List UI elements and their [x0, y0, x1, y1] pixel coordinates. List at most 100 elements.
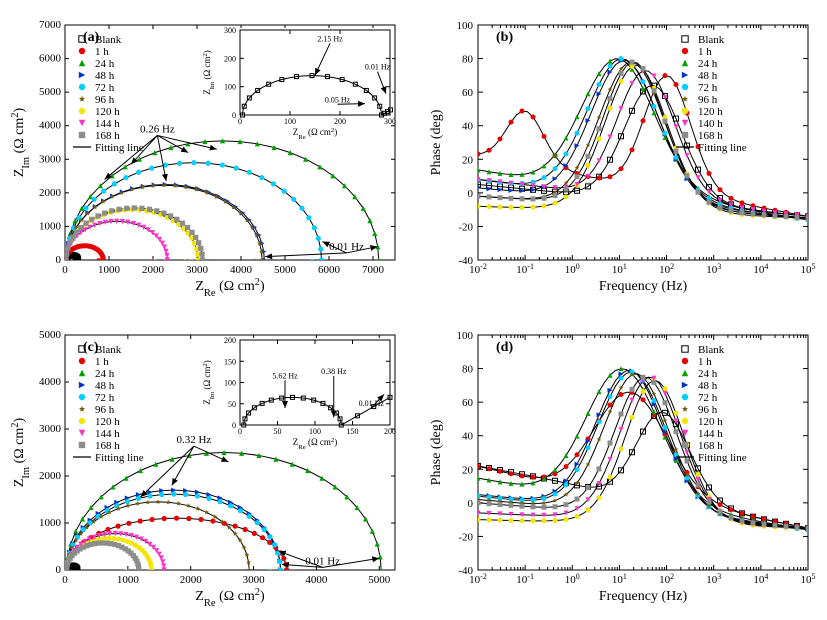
- legend-item: 96 h: [79, 94, 115, 106]
- legend-item: 168 h: [682, 130, 723, 142]
- svg-text:4000: 4000: [230, 264, 253, 276]
- legend-item: 120 h: [79, 416, 120, 428]
- legend-item: Blank: [682, 344, 725, 356]
- svg-text:2.15 Hz: 2.15 Hz: [317, 34, 343, 43]
- legend-item: 96 h: [79, 404, 115, 416]
- svg-text:-20: -20: [458, 221, 473, 233]
- svg-text:(d): (d): [496, 340, 513, 355]
- series-120h: [64, 207, 201, 268]
- svg-text:48 h: 48 h: [95, 70, 115, 82]
- svg-text:96 h: 96 h: [95, 94, 115, 106]
- svg-text:105: 105: [801, 262, 816, 277]
- svg-text:4000: 4000: [39, 376, 62, 388]
- svg-text:5000: 5000: [368, 574, 391, 586]
- legend-item: 48 h: [79, 380, 115, 392]
- legend-item: 1 h: [682, 356, 712, 368]
- svg-text:0: 0: [238, 117, 242, 126]
- svg-text:100: 100: [284, 117, 296, 126]
- svg-text:2000: 2000: [39, 187, 62, 199]
- svg-text:72 h: 72 h: [95, 82, 115, 94]
- svg-text:200: 200: [224, 54, 236, 63]
- svg-text:Fitting line: Fitting line: [698, 142, 747, 154]
- svg-text:168 h: 168 h: [95, 130, 120, 142]
- svg-text:1 h: 1 h: [95, 46, 109, 58]
- svg-text:200: 200: [384, 427, 396, 436]
- svg-text:168 h: 168 h: [95, 440, 120, 452]
- svg-text:24 h: 24 h: [698, 58, 718, 70]
- inset-a: 01002003000100200300ZRe (Ω cm2)ZIm (Ω cm…: [202, 26, 397, 141]
- svg-text:Fitting line: Fitting line: [698, 452, 747, 464]
- legend-item: 144 h: [682, 428, 723, 440]
- svg-text:2000: 2000: [180, 574, 203, 586]
- svg-text:120 h: 120 h: [698, 106, 723, 118]
- svg-text:102: 102: [659, 262, 674, 277]
- svg-text:1 h: 1 h: [698, 46, 712, 58]
- svg-text:100: 100: [224, 379, 236, 388]
- legend-item: 1 h: [682, 46, 712, 58]
- svg-text:50: 50: [228, 400, 236, 409]
- svg-text:300: 300: [384, 117, 396, 126]
- svg-text:Blank: Blank: [698, 344, 725, 356]
- svg-text:80: 80: [462, 364, 474, 376]
- legend-item: 24 h: [79, 58, 115, 70]
- svg-text:96 h: 96 h: [698, 94, 718, 106]
- svg-text:120 h: 120 h: [698, 416, 723, 428]
- legend: Blank1 h24 h48 h72 h96 h120 h144 h168 hF…: [73, 344, 144, 464]
- svg-text:104: 104: [753, 262, 768, 277]
- legend-item: 168 h: [79, 440, 120, 452]
- svg-text:5.62 Hz: 5.62 Hz: [272, 371, 298, 380]
- svg-text:0: 0: [232, 421, 236, 430]
- svg-text:96 h: 96 h: [95, 404, 115, 416]
- svg-text:72 h: 72 h: [698, 392, 718, 404]
- svg-text:(b): (b): [496, 30, 513, 45]
- svg-text:150: 150: [224, 357, 236, 366]
- svg-text:103: 103: [706, 572, 721, 587]
- svg-text:80: 80: [462, 54, 474, 66]
- svg-text:Blank: Blank: [698, 34, 725, 46]
- svg-text:10-1: 10-1: [516, 572, 534, 587]
- legend-item: 96 h: [682, 404, 718, 416]
- svg-text:100: 100: [457, 330, 474, 342]
- svg-text:104: 104: [753, 572, 768, 587]
- legend-item: 72 h: [79, 392, 115, 404]
- svg-text:ZRe (Ω cm2): ZRe (Ω cm2): [293, 437, 338, 451]
- svg-text:101: 101: [612, 262, 627, 277]
- svg-text:300: 300: [224, 26, 236, 35]
- svg-text:144 h: 144 h: [95, 118, 120, 130]
- svg-text:72 h: 72 h: [698, 82, 718, 94]
- svg-text:1 h: 1 h: [95, 356, 109, 368]
- panel-d: 10-210-1100101102103104105-40-2002040608…: [429, 330, 816, 604]
- svg-text:4000: 4000: [39, 120, 62, 132]
- legend-item: 48 h: [682, 380, 718, 392]
- svg-text:-40: -40: [458, 565, 473, 577]
- svg-text:0: 0: [62, 574, 68, 586]
- series-168h: [64, 205, 206, 267]
- svg-text:72 h: 72 h: [95, 392, 115, 404]
- svg-text:50: 50: [274, 427, 282, 436]
- svg-text:0: 0: [232, 111, 236, 120]
- svg-text:6000: 6000: [318, 264, 341, 276]
- legend-item: 144 h: [79, 428, 120, 440]
- svg-text:3000: 3000: [186, 264, 209, 276]
- legend-item: 120 h: [682, 416, 723, 428]
- svg-text:48 h: 48 h: [698, 70, 718, 82]
- svg-text:ZIm (Ω cm2): ZIm (Ω cm2): [202, 50, 216, 95]
- svg-text:150: 150: [347, 427, 359, 436]
- svg-text:5000: 5000: [274, 264, 297, 276]
- svg-text:60: 60: [462, 397, 474, 409]
- legend-item: 48 h: [79, 70, 115, 82]
- svg-text:20: 20: [462, 464, 474, 476]
- svg-text:140 h: 140 h: [698, 118, 723, 130]
- svg-text:Fitting line: Fitting line: [95, 142, 144, 154]
- svg-text:105: 105: [801, 572, 816, 587]
- svg-text:3000: 3000: [39, 423, 62, 435]
- svg-text:7000: 7000: [362, 264, 385, 276]
- svg-text:0: 0: [468, 498, 474, 510]
- svg-text:0: 0: [62, 264, 68, 276]
- legend-item: 1 h: [79, 356, 109, 368]
- svg-text:ZIm (Ω cm2): ZIm (Ω cm2): [10, 108, 32, 178]
- legend-item: 1 h: [79, 46, 109, 58]
- legend: Blank1 h24 h48 h72 h96 h120 h140 h168 hF…: [676, 34, 747, 154]
- svg-text:40: 40: [462, 431, 474, 443]
- svg-text:Frequency (Hz): Frequency (Hz): [599, 589, 688, 604]
